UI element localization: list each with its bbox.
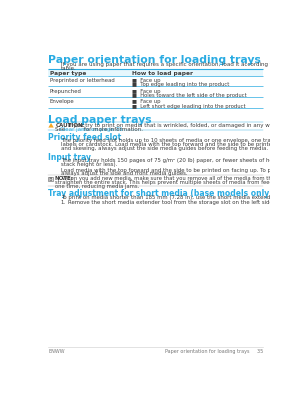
Text: Clear jams on page 75: Clear jams on page 75	[60, 127, 123, 132]
Text: The priority feed slot holds up to 10 sheets of media or one envelope, one trans: The priority feed slot holds up to 10 sh…	[61, 138, 300, 143]
Bar	[48, 177, 53, 181]
Text: B: B	[49, 177, 53, 182]
Text: NOTE:: NOTE:	[55, 176, 74, 181]
Text: The input tray holds 150 pages of 75 g/m² (20 lb) paper, or fewer sheets of heav: The input tray holds 150 pages of 75 g/m…	[61, 158, 300, 163]
Text: See: See	[55, 127, 67, 132]
Text: CAUTION:: CAUTION:	[55, 122, 85, 128]
Text: Load paper trays: Load paper trays	[48, 115, 152, 125]
Bar	[48, 69, 263, 75]
Text: 1.: 1.	[61, 200, 66, 205]
Text: ENWW: ENWW	[48, 349, 65, 354]
Text: one time, reducing media jams.: one time, reducing media jams.	[55, 184, 139, 189]
Text: straighten the entire stack. This helps prevent multiple sheets of media from fe: straighten the entire stack. This helps …	[55, 180, 300, 185]
Text: If you are using paper that requires a specific orientation, load it according t: If you are using paper that requires a s…	[61, 62, 300, 67]
Text: table.: table.	[61, 65, 76, 71]
Text: !: !	[51, 125, 52, 129]
Text: ■  Left short edge leading into the product: ■ Left short edge leading into the produ…	[132, 104, 246, 109]
Polygon shape	[48, 123, 54, 128]
Text: Paper orientation for loading trays     35: Paper orientation for loading trays 35	[165, 349, 263, 354]
Text: labels or cardstock. Load media with the top forward and the side to be printed : labels or cardstock. Load media with the…	[61, 142, 300, 147]
Text: ■  Face up: ■ Face up	[132, 89, 160, 94]
Text: ■  Face up: ■ Face up	[132, 78, 160, 83]
Text: stack height or less).: stack height or less).	[61, 162, 117, 167]
Text: and skewing, always adjust the side media guides before feeding the media.: and skewing, always adjust the side medi…	[61, 146, 268, 151]
Text: Remove the short media extender tool from the storage slot on the left side of t: Remove the short media extender tool fro…	[68, 200, 300, 205]
Text: Prepunched: Prepunched	[50, 89, 82, 94]
Text: ■  Holes toward the left side of the product: ■ Holes toward the left side of the prod…	[132, 93, 247, 98]
Text: always adjust the side and front media guides.: always adjust the side and front media g…	[61, 172, 188, 176]
Text: Preprinted or letterhead: Preprinted or letterhead	[50, 78, 115, 83]
Text: How to load paper: How to load paper	[132, 71, 193, 75]
Text: Input tray: Input tray	[48, 153, 91, 162]
Text: Envelope: Envelope	[50, 99, 74, 105]
Text: If you try to print on media that is wrinkled, folded, or damaged in any way, a : If you try to print on media that is wri…	[68, 122, 300, 128]
Text: ■  Top edge leading into the product: ■ Top edge leading into the product	[132, 82, 230, 87]
Text: When you add new media, make sure that you remove all of the media from the inpu: When you add new media, make sure that y…	[62, 176, 300, 181]
Text: Paper orientation for loading trays: Paper orientation for loading trays	[48, 55, 261, 65]
Text: Paper type: Paper type	[50, 71, 86, 75]
Text: for more information.: for more information.	[82, 127, 143, 132]
Text: Priority feed slot: Priority feed slot	[48, 133, 122, 142]
Text: Load media with the top forward and the side to be printed on facing up. To prev: Load media with the top forward and the …	[61, 168, 300, 173]
Text: Tray adjustment for short media (base models only): Tray adjustment for short media (base mo…	[48, 189, 273, 198]
Text: ■  Face up: ■ Face up	[132, 99, 160, 105]
Text: To print on media shorter than 185 mm (7.28 in), use the short media extender to: To print on media shorter than 185 mm (7…	[61, 195, 300, 200]
